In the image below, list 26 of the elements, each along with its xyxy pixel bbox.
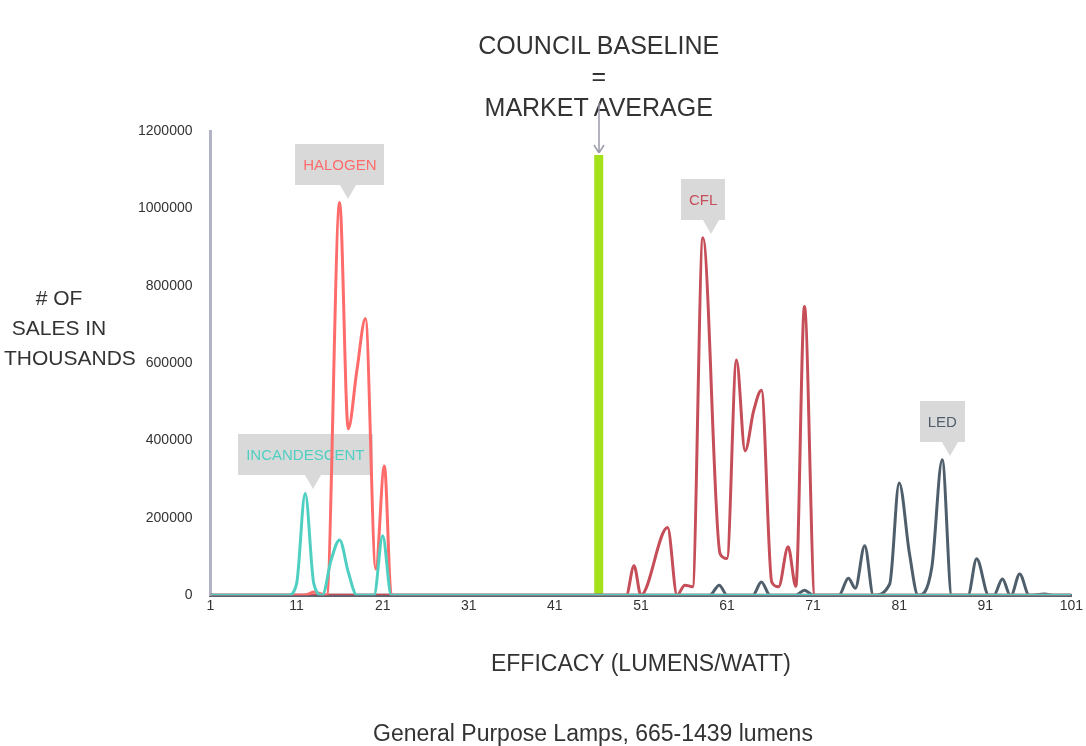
- text: HALOGEN: [295, 143, 385, 185]
- x-tick-label: 1: [206, 597, 215, 614]
- x-tick-label: 41: [547, 597, 563, 614]
- y-tick-label: 0: [184, 586, 193, 603]
- y-tick-label: 200000: [145, 508, 193, 525]
- y-axis-title: # OF SALES IN THOUSANDS: [4, 285, 136, 372]
- y-tick-label: 1000000: [137, 199, 193, 216]
- line-series: [210, 491, 1072, 596]
- x-tick-label: 61: [719, 597, 735, 614]
- y-tick-label: 1200000: [137, 121, 193, 138]
- text: LED: [919, 400, 965, 442]
- y-tick-label: 400000: [145, 431, 193, 448]
- x-tick-label: 81: [891, 597, 908, 614]
- x-tick-label: 91: [977, 597, 994, 614]
- text: CFL: [680, 178, 726, 220]
- x-axis-title: EFFICACY (LUMENS/WATT): [489, 650, 792, 678]
- text: General Purpose Lamps, 665-1439 lumens: [372, 720, 814, 746]
- y-tick-label: 600000: [145, 353, 193, 370]
- x-tick-label: 51: [633, 597, 649, 614]
- y-tick-label: 800000: [145, 276, 193, 293]
- ref-line-label: COUNCIL BASELINE = MARKET AVERAGE: [477, 30, 721, 123]
- x-tick-label: 21: [374, 597, 391, 614]
- x-tick-label: 71: [805, 597, 822, 614]
- x-tick-label: 11: [289, 597, 305, 614]
- x-tick-label: 31: [460, 597, 477, 614]
- x-tick-label: 101: [1059, 597, 1084, 614]
